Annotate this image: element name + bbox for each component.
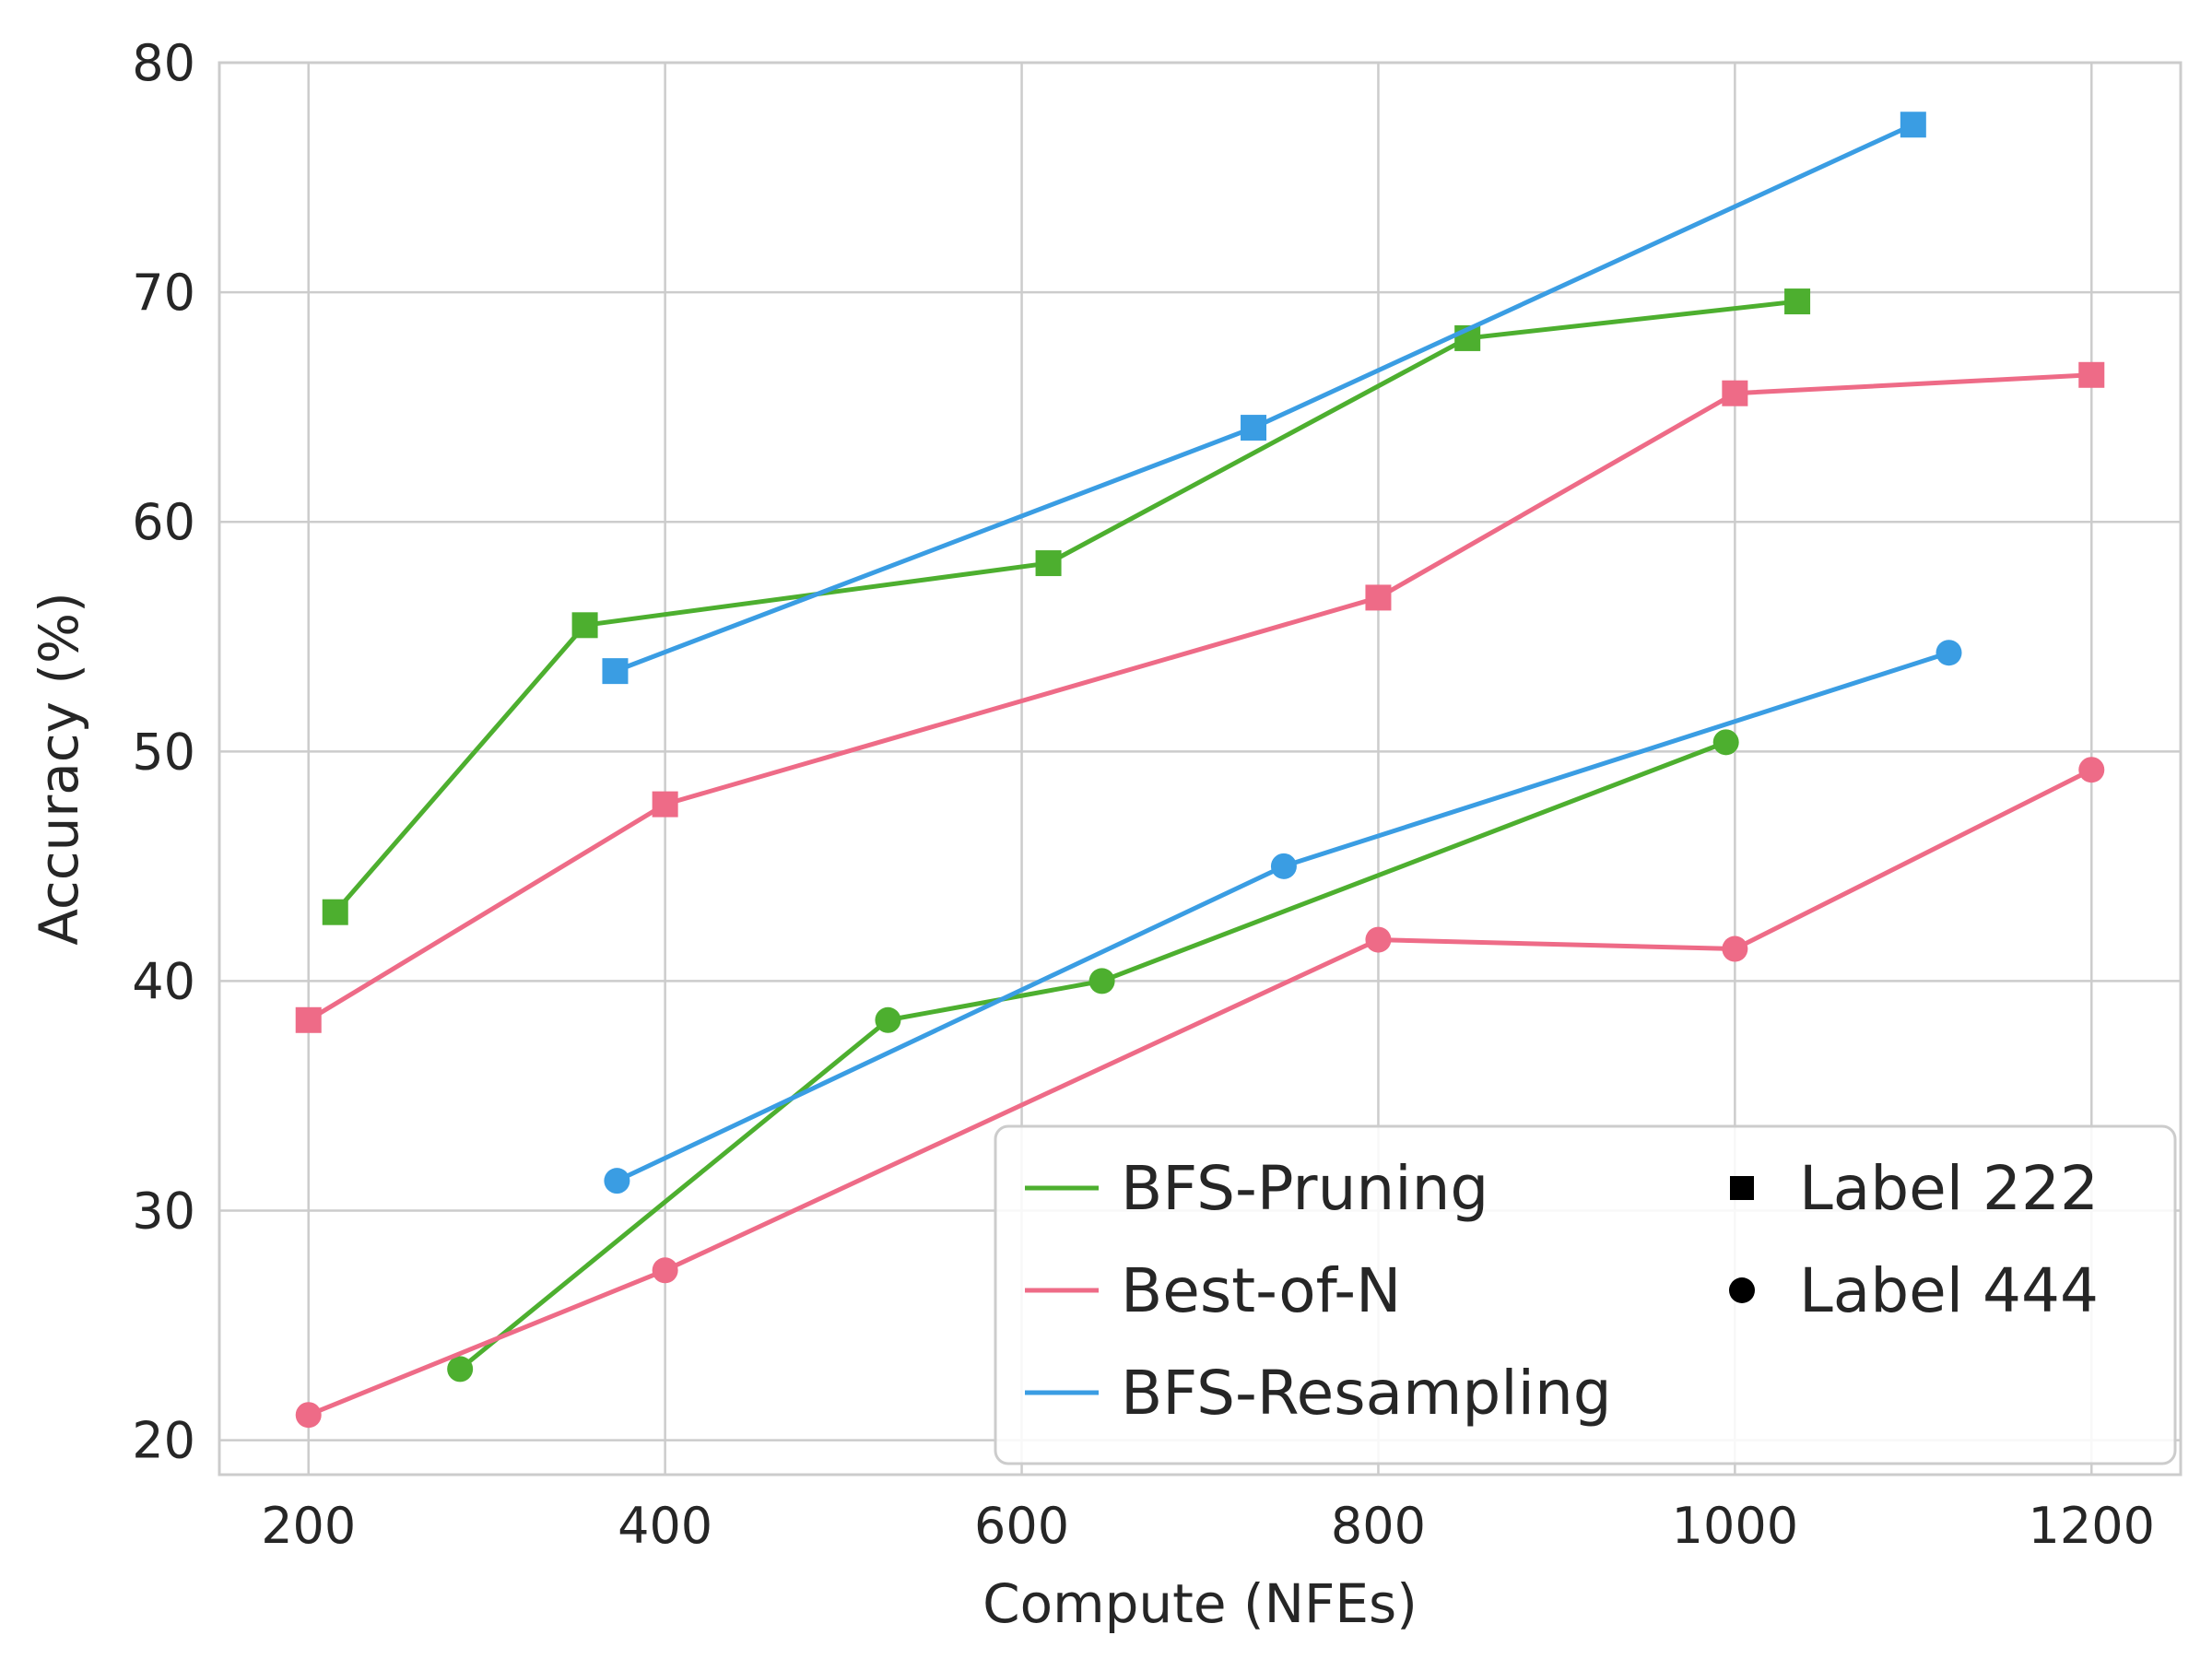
data-point-circle xyxy=(1270,853,1297,879)
legend: BFS-Pruning Best-of-N BFS-Resampling Lab… xyxy=(994,1124,2177,1465)
y-tick-label: 60 xyxy=(132,493,195,551)
legend-label-bfs-resampling: BFS-Resampling xyxy=(1121,1358,1612,1429)
y-tick-label: 40 xyxy=(132,952,195,1010)
data-point-square xyxy=(652,791,678,818)
data-point-square xyxy=(2078,361,2105,388)
x-tick-label: 800 xyxy=(1331,1497,1426,1555)
legend-square-marker-icon xyxy=(1730,1176,1754,1200)
y-tick-label: 20 xyxy=(132,1412,195,1470)
legend-label-444: Label 444 xyxy=(1799,1255,2099,1326)
legend-circle-marker-icon xyxy=(1729,1277,1755,1303)
data-point-square xyxy=(1365,584,1392,611)
series-bfs-pruning-square xyxy=(322,288,1811,925)
legend-label-best-of-n: Best-of-N xyxy=(1121,1255,1401,1326)
data-point-circle xyxy=(447,1356,474,1382)
data-point-square xyxy=(1035,550,1062,577)
data-point-square xyxy=(1900,112,1926,138)
data-point-square xyxy=(322,899,348,925)
data-point-circle xyxy=(1936,640,1962,666)
data-point-circle xyxy=(2078,757,2105,783)
y-axis-label: Accuracy (%) xyxy=(28,592,90,946)
data-point-circle xyxy=(1712,729,1739,756)
data-point-circle xyxy=(1088,968,1115,994)
legend-box xyxy=(994,1124,2177,1465)
y-tick-label: 70 xyxy=(132,264,195,322)
x-tick-label: 1200 xyxy=(2029,1497,2155,1555)
y-tick-label: 50 xyxy=(132,723,195,781)
series-layer xyxy=(295,112,2105,1429)
y-tick-labels: 20 30 40 50 60 70 80 xyxy=(132,34,195,1470)
data-point-circle xyxy=(652,1257,678,1284)
data-point-circle xyxy=(295,1402,322,1429)
x-tick-label: 1000 xyxy=(1672,1497,1798,1555)
data-point-square xyxy=(1722,380,1748,406)
grid xyxy=(219,61,2181,1475)
y-tick-label: 80 xyxy=(132,34,195,92)
plot-frame xyxy=(218,61,2183,1477)
legend-label-222: Label 222 xyxy=(1799,1153,2099,1224)
series-bfs-resampling-square xyxy=(602,112,1926,685)
data-point-circle xyxy=(875,1006,901,1033)
y-tick-label: 30 xyxy=(132,1182,195,1241)
legend-label-bfs-pruning: BFS-Pruning xyxy=(1121,1153,1488,1224)
data-point-square xyxy=(1784,288,1811,315)
data-point-circle xyxy=(1365,926,1392,953)
x-tick-label: 600 xyxy=(974,1497,1069,1555)
series-bfs-resampling-circle xyxy=(604,640,1962,1194)
x-tick-label: 400 xyxy=(618,1497,712,1555)
data-point-square xyxy=(1241,415,1267,441)
data-point-circle xyxy=(1722,935,1748,962)
data-point-square xyxy=(602,658,629,685)
x-axis-label: Compute (NFEs) xyxy=(982,1572,1418,1635)
data-point-square xyxy=(295,1006,322,1033)
series-best-of-n-circle xyxy=(295,757,2105,1429)
x-tick-label: 200 xyxy=(261,1497,356,1555)
data-point-circle xyxy=(604,1168,630,1194)
data-point-square xyxy=(571,612,598,639)
series-best-of-n-square xyxy=(295,361,2105,1033)
x-tick-labels: 200 400 600 800 1000 1200 xyxy=(261,1497,2155,1555)
